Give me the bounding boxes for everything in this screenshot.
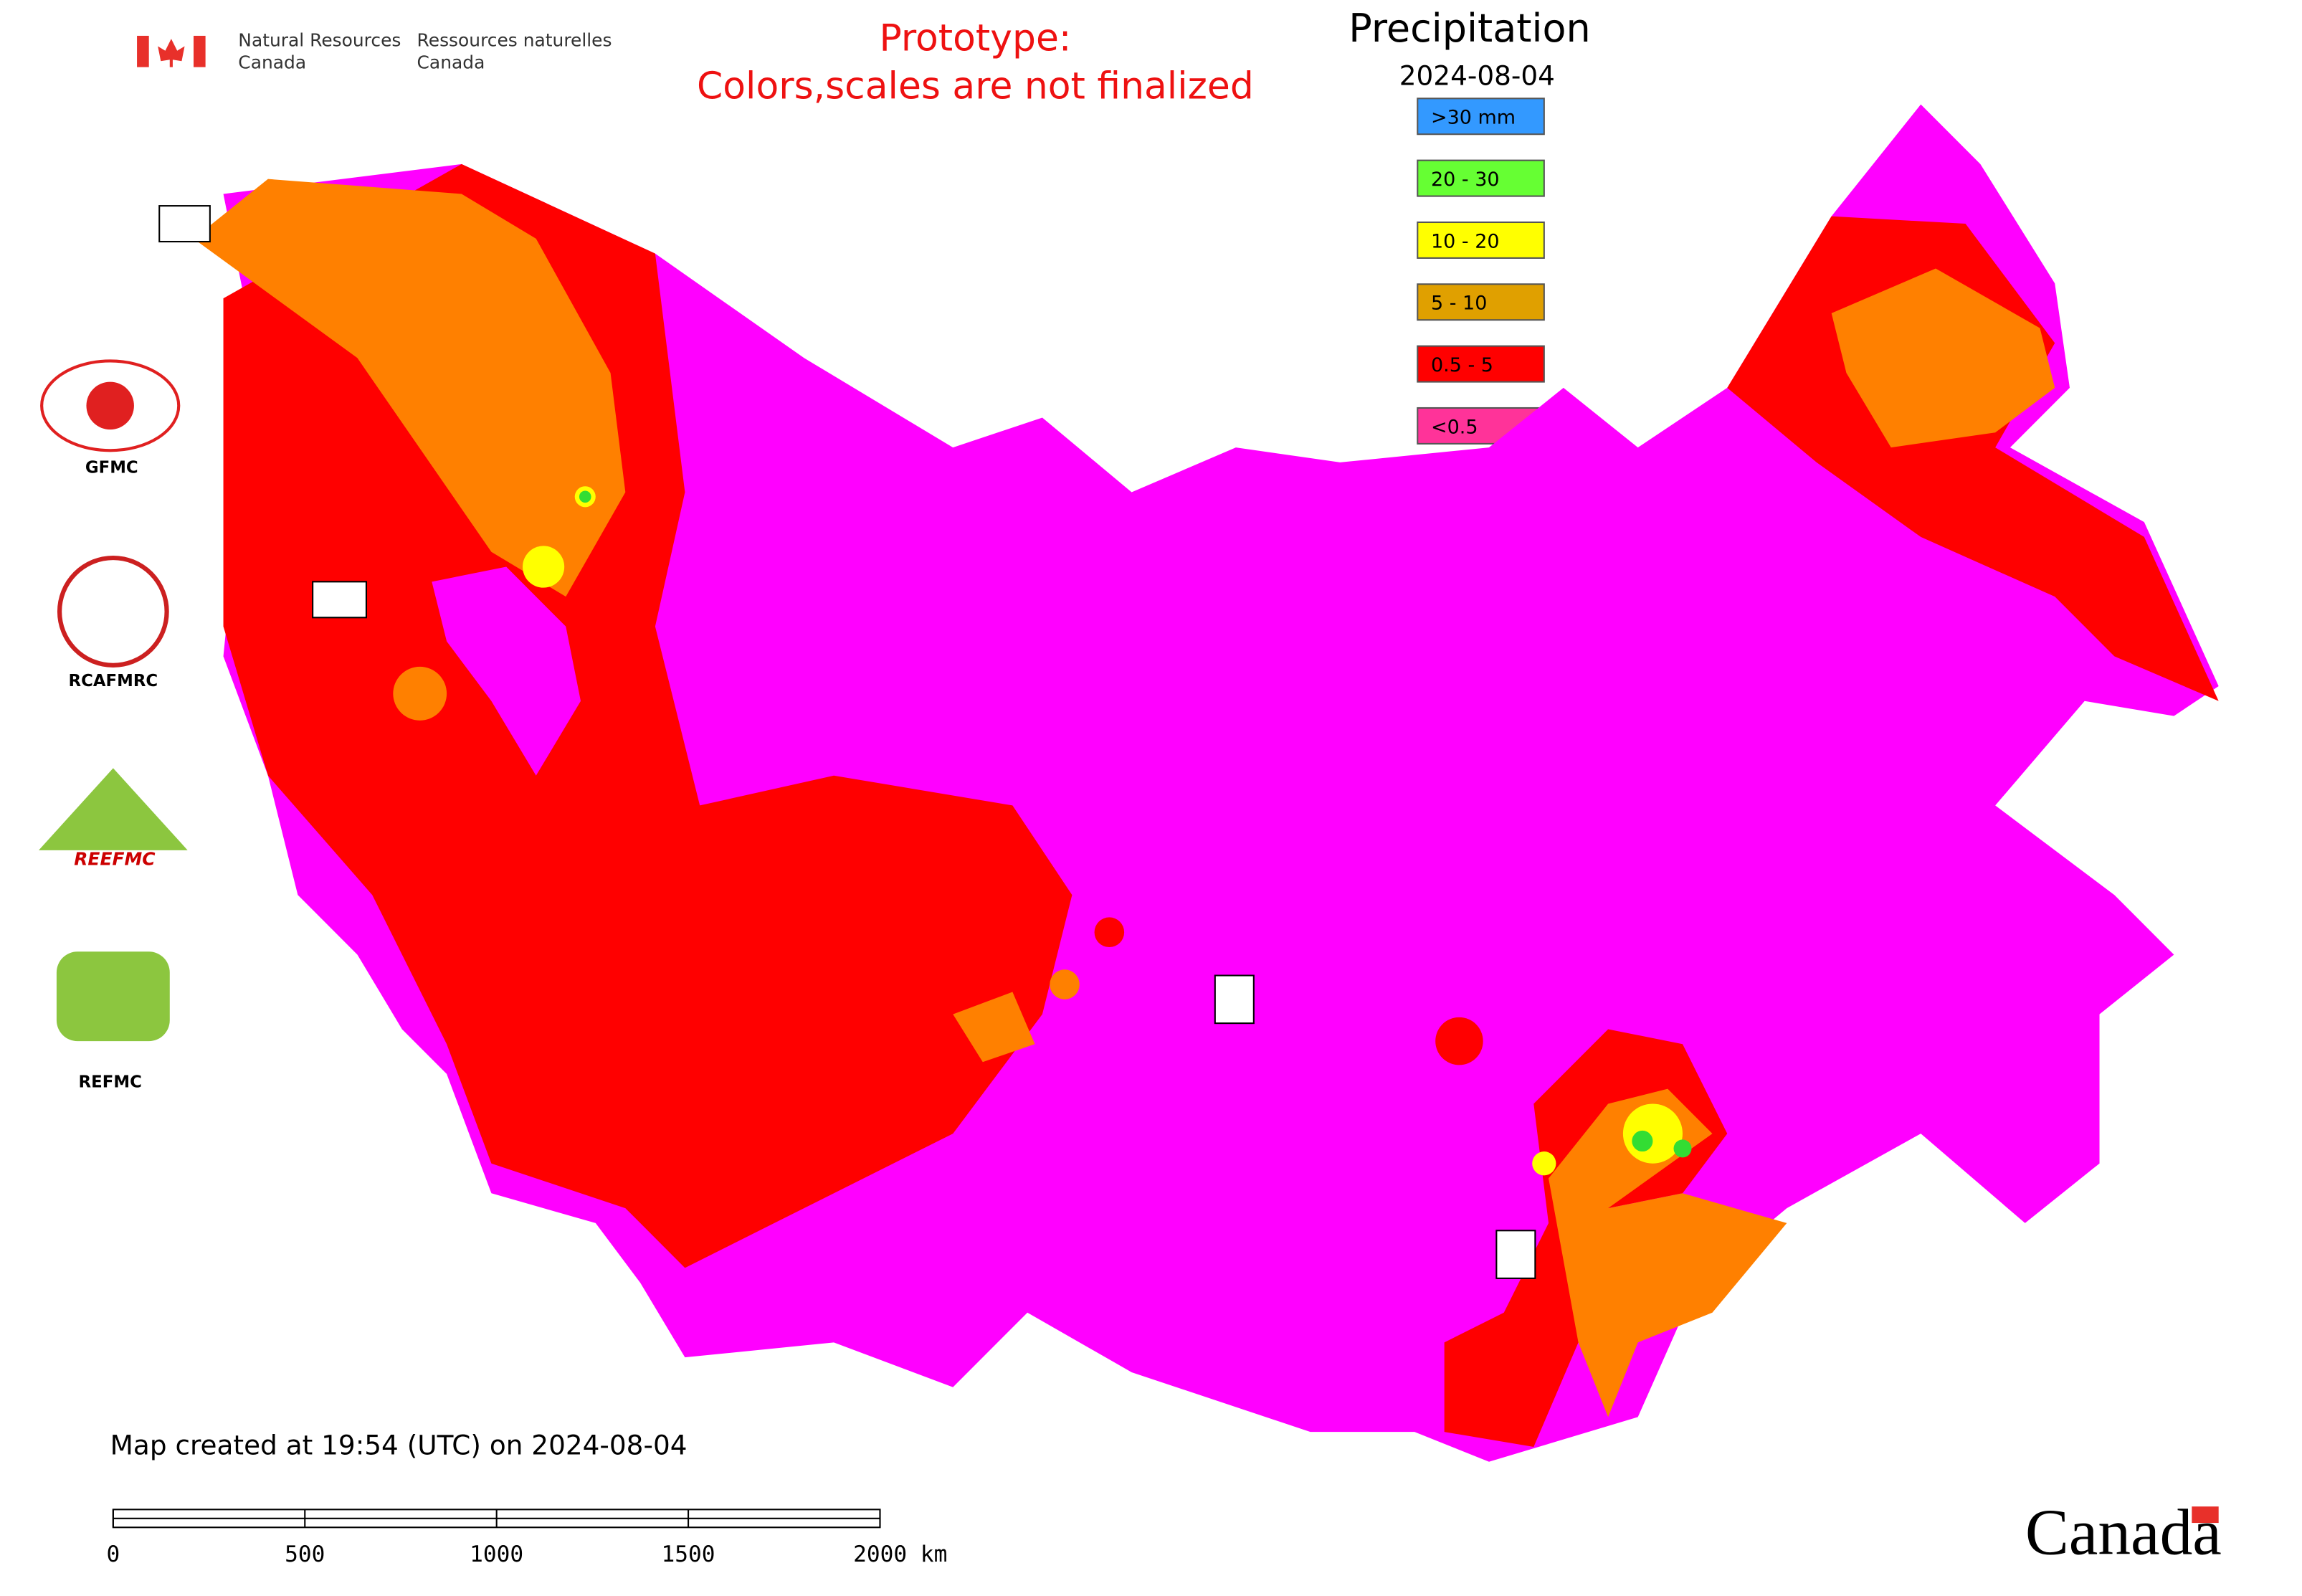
zone-orange xyxy=(953,992,1035,1063)
map-logo xyxy=(158,205,211,243)
legend-label: 20 - 30 xyxy=(1431,168,1500,191)
legend-swatch xyxy=(1417,159,1545,197)
zone-magenta xyxy=(432,566,581,776)
zone-green xyxy=(1673,1139,1692,1158)
legend: >30 mm 20 - 30 10 - 20 5 - 10 0.5 - 5 <0.5 xyxy=(1417,98,1545,445)
canada-wordmark: Canada xyxy=(2025,1496,2222,1569)
scale-bar: 0 500 1000 1500 2000 km xyxy=(106,1509,947,1567)
logo-label: REEFMC xyxy=(74,849,156,870)
zone-red xyxy=(1094,917,1125,948)
map-logo xyxy=(312,581,367,619)
side-logos: GFMC RCAFMRC REEFMC REFMC xyxy=(39,359,188,1092)
zone-yellow xyxy=(523,546,565,588)
created-note: Map created at 19:54 (UTC) on 2024-08-04 xyxy=(110,1429,688,1460)
scale-label: 2000 km xyxy=(853,1542,947,1567)
logo-label: REFMC xyxy=(79,1073,142,1092)
scale-label: 1000 xyxy=(470,1542,523,1567)
map-logo xyxy=(1214,974,1255,1025)
logo-label: RCAFMRC xyxy=(68,672,158,690)
gov-signature: Natural Resources Canada Ressources natu… xyxy=(137,29,612,73)
legend-label: 0.5 - 5 xyxy=(1431,354,1493,376)
agency-fr: Canada xyxy=(417,52,485,73)
notice: Colors,scales are not finalized xyxy=(697,65,1254,108)
zone-orange xyxy=(194,179,626,597)
zone-orange xyxy=(1050,969,1080,999)
zone-yellow xyxy=(1532,1151,1556,1176)
legend-label: <0.5 xyxy=(1431,416,1478,438)
scale-label: 500 xyxy=(285,1542,325,1567)
legend-label: 10 - 20 xyxy=(1431,230,1500,252)
legend-label: >30 mm xyxy=(1431,107,1516,129)
legend-title: Precipitation xyxy=(1349,6,1590,51)
zone-orange xyxy=(1549,1088,1787,1417)
wordmark-flag xyxy=(2192,1506,2219,1524)
legend-swatch xyxy=(1417,221,1545,259)
notice: Prototype: xyxy=(879,17,1071,60)
agency-en: Canada xyxy=(238,52,306,73)
zone-red xyxy=(1435,1017,1483,1065)
agency-fr: Ressources naturelles xyxy=(417,29,612,50)
zone-orange xyxy=(393,666,447,721)
legend-date: 2024-08-04 xyxy=(1399,60,1555,92)
legend-label: 5 - 10 xyxy=(1431,293,1487,315)
zone-orange xyxy=(1831,268,2055,448)
scale-label: 0 xyxy=(106,1542,120,1567)
scale-label: 1500 xyxy=(662,1542,715,1567)
zone-green xyxy=(1632,1130,1653,1152)
zone-yellow xyxy=(1622,1103,1683,1164)
logo-label: GFMC xyxy=(85,458,138,477)
legend-swatch xyxy=(1417,98,1545,136)
map xyxy=(158,104,2219,1462)
map-logo xyxy=(1495,1230,1536,1279)
legend-swatch xyxy=(1417,283,1545,321)
zone-green xyxy=(579,490,591,503)
legend-swatch xyxy=(1417,345,1545,383)
agency-en: Natural Resources xyxy=(238,29,401,50)
